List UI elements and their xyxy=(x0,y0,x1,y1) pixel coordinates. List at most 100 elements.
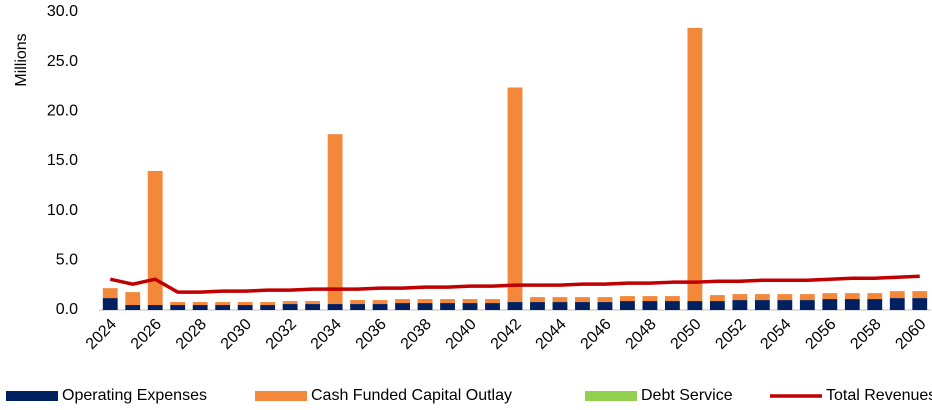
bar xyxy=(440,303,455,310)
bar xyxy=(260,305,276,310)
bar xyxy=(305,301,321,305)
bar xyxy=(215,302,231,306)
bar xyxy=(485,299,500,304)
bar xyxy=(327,134,343,305)
bar xyxy=(664,301,680,310)
bar xyxy=(530,302,545,310)
x-tick-label: 2058 xyxy=(847,316,884,353)
bar xyxy=(170,302,186,306)
bar xyxy=(170,305,186,310)
bar xyxy=(822,299,838,310)
bar xyxy=(799,300,815,310)
x-tick-label: 2046 xyxy=(578,316,615,353)
x-tick-label: 2040 xyxy=(443,316,480,353)
bar xyxy=(822,293,838,300)
y-tick-label: 15.0 xyxy=(47,152,78,169)
bar xyxy=(575,297,590,303)
bar xyxy=(844,299,860,310)
bar xyxy=(912,291,928,299)
bar xyxy=(417,303,433,310)
bar xyxy=(709,301,725,310)
bar xyxy=(867,299,883,310)
bar xyxy=(597,302,613,310)
x-tick-label: 2030 xyxy=(218,316,255,353)
bar xyxy=(889,298,905,310)
legend-label: Total Revenues xyxy=(826,387,932,404)
bar xyxy=(912,298,928,310)
x-tick-label: 2044 xyxy=(533,316,570,353)
bar xyxy=(687,301,703,310)
x-tick-label: 2060 xyxy=(892,316,929,353)
x-tick-label: 2032 xyxy=(263,316,300,353)
bar xyxy=(754,300,770,310)
bar xyxy=(507,302,523,310)
y-tick-label: 5.0 xyxy=(56,252,78,269)
bar xyxy=(462,303,478,310)
y-tick-label: 30.0 xyxy=(47,3,78,20)
bar xyxy=(597,297,613,303)
y-axis-label: Millions xyxy=(13,33,30,86)
bar xyxy=(350,304,366,310)
bar xyxy=(552,302,568,310)
x-tick-label: 2034 xyxy=(308,316,345,353)
bar xyxy=(642,296,658,302)
x-tick-label: 2038 xyxy=(398,316,435,353)
legend-swatch xyxy=(6,391,58,401)
x-tick-label: 2024 xyxy=(83,316,120,353)
bar xyxy=(620,296,635,302)
bar xyxy=(395,303,410,310)
bar xyxy=(282,301,298,305)
x-tick-label: 2050 xyxy=(668,316,705,353)
bar xyxy=(732,294,748,301)
bar xyxy=(732,300,748,310)
x-tick-label: 2056 xyxy=(802,316,839,353)
legend-swatch xyxy=(255,391,307,401)
bar xyxy=(102,288,118,299)
bar xyxy=(282,304,298,310)
bar xyxy=(147,305,163,310)
bar xyxy=(575,302,590,310)
y-tick-label: 10.0 xyxy=(47,202,78,219)
bar xyxy=(372,304,388,310)
bar xyxy=(552,297,568,303)
bar xyxy=(867,293,883,300)
bar xyxy=(125,292,141,306)
bar xyxy=(799,294,815,301)
bar xyxy=(620,301,635,310)
bar xyxy=(237,305,253,310)
bar xyxy=(260,302,276,306)
line xyxy=(109,274,920,294)
x-tick-label: 2026 xyxy=(128,316,165,353)
x-tick-label: 2042 xyxy=(488,316,525,353)
x-tick-label: 2052 xyxy=(712,316,749,353)
bar xyxy=(777,300,793,310)
legend-label: Debt Service xyxy=(641,387,733,404)
bar xyxy=(462,299,478,304)
bar xyxy=(192,305,208,310)
bar xyxy=(147,170,163,306)
bar xyxy=(327,304,343,310)
bar xyxy=(440,299,455,304)
bar xyxy=(530,297,545,303)
bar xyxy=(305,304,321,310)
x-tick-label: 2028 xyxy=(173,316,210,353)
legend-label: Operating Expenses xyxy=(62,387,207,404)
x-tick-label: 2036 xyxy=(353,316,390,353)
legend-swatch xyxy=(585,391,637,401)
y-tick-label: 25.0 xyxy=(47,53,78,70)
bar xyxy=(485,303,500,310)
bar xyxy=(777,294,793,301)
bar xyxy=(395,299,410,304)
bar xyxy=(754,294,770,301)
bar xyxy=(642,301,658,310)
bar xyxy=(215,305,231,310)
bar xyxy=(125,305,141,310)
bar xyxy=(102,298,118,310)
x-tick-label: 2054 xyxy=(757,316,794,353)
bar xyxy=(507,87,523,303)
bar xyxy=(237,302,253,306)
legend-label: Cash Funded Capital Outlay xyxy=(311,387,512,404)
bar xyxy=(664,296,680,302)
bar xyxy=(844,293,860,300)
